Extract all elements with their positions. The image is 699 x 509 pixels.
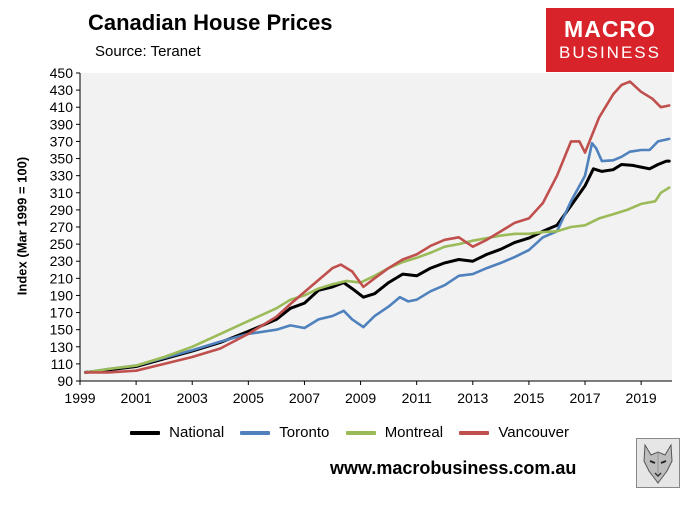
legend-item-vancouver: Vancouver	[459, 424, 569, 441]
legend-item-toronto: Toronto	[240, 424, 329, 441]
y-tick-label-270: 270	[50, 219, 74, 235]
y-tick-label-170: 170	[50, 305, 74, 321]
x-tick-label-2001: 2001	[121, 390, 152, 406]
legend-label-montreal: Montreal	[384, 424, 444, 441]
x-tick-label-2011: 2011	[402, 390, 432, 406]
x-tick-label-1999: 1999	[64, 390, 95, 406]
legend-label-national: National	[169, 424, 225, 441]
y-tick-label-410: 410	[50, 99, 74, 115]
y-tick-label-150: 150	[50, 322, 74, 338]
macrobusiness-logo: MACRO BUSINESS	[546, 8, 674, 72]
wolf-logo-icon	[636, 438, 680, 488]
x-tick-label-2003: 2003	[177, 390, 208, 406]
series-line-toronto	[84, 137, 671, 374]
y-tick-label-430: 430	[50, 82, 74, 98]
y-tick-label-330: 330	[50, 168, 74, 184]
y-tick-label-390: 390	[50, 116, 74, 132]
x-tick-label-2005: 2005	[233, 390, 264, 406]
legend-swatch-montreal	[345, 431, 376, 436]
chart-title: Canadian House Prices	[88, 10, 333, 35]
legend-label-toronto: Toronto	[279, 424, 330, 441]
y-tick-label-450: 450	[50, 65, 74, 81]
x-tick-label-2015: 2015	[513, 390, 544, 406]
legend-label-vancouver: Vancouver	[498, 424, 569, 441]
website-url[interactable]: www.macrobusiness.com.au	[330, 458, 577, 478]
y-tick-label-370: 370	[50, 133, 74, 149]
logo-line-1: MACRO	[564, 16, 656, 42]
legend-item-montreal: Montreal	[345, 424, 444, 441]
x-tick-label-2017: 2017	[569, 390, 600, 406]
x-tick-label-2013: 2013	[457, 390, 488, 406]
y-tick-label-290: 290	[50, 202, 74, 218]
series-line-national	[84, 159, 671, 374]
series-line-montreal	[84, 186, 671, 374]
y-axis-title: Index (Mar 1999 = 100)	[14, 156, 30, 296]
x-tick-label-2007: 2007	[289, 390, 320, 406]
x-tick-label-2019: 2019	[626, 390, 657, 406]
legend: National Toronto Montreal Vancouver	[0, 424, 699, 441]
series-line-vancouver	[84, 80, 671, 374]
legend-swatch-toronto	[240, 431, 271, 436]
y-tick-label-230: 230	[50, 253, 74, 269]
legend-swatch-national	[130, 431, 160, 436]
y-tick-label-350: 350	[50, 151, 74, 167]
y-tick-label-130: 130	[50, 339, 74, 355]
x-tick-label-2009: 2009	[345, 390, 376, 406]
logo-line-2: BUSINESS	[559, 43, 661, 62]
y-tick-label-250: 250	[50, 236, 74, 252]
y-tick-label-210: 210	[50, 270, 74, 286]
legend-item-national: National	[130, 424, 224, 441]
legend-swatch-vancouver	[459, 431, 490, 436]
chart-subtitle: Source: Teranet	[95, 43, 201, 60]
y-tick-label-90: 90	[57, 373, 73, 389]
y-tick-label-190: 190	[50, 287, 74, 303]
y-tick-label-110: 110	[51, 356, 74, 372]
y-tick-label-310: 310	[50, 185, 74, 201]
